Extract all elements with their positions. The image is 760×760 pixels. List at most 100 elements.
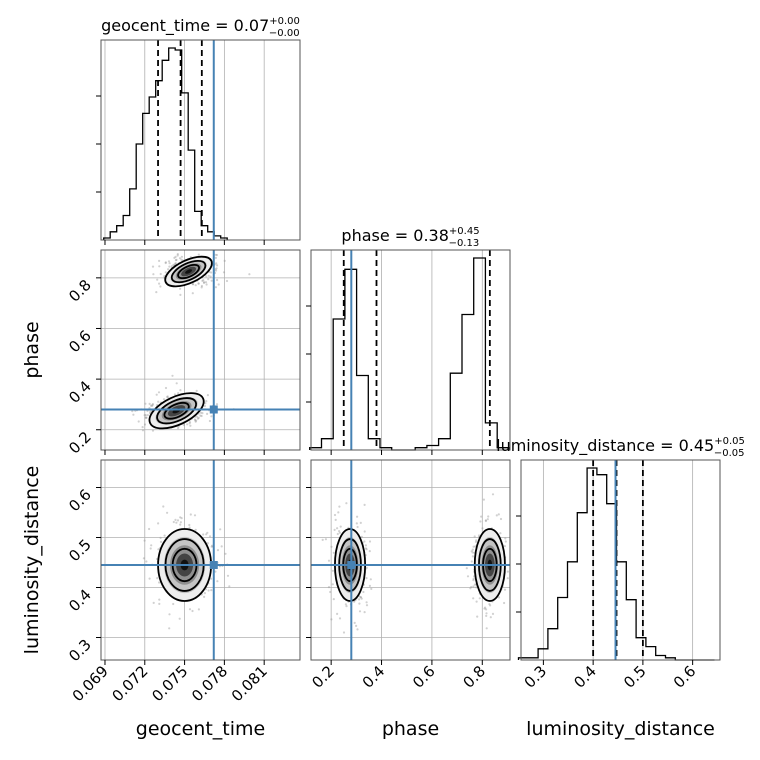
sample-point xyxy=(199,414,202,417)
sample-point xyxy=(210,545,213,548)
sample-point xyxy=(215,269,218,272)
sample-point xyxy=(481,527,484,530)
contour-line xyxy=(148,392,205,430)
sample-point xyxy=(194,419,197,422)
sample-point xyxy=(363,503,366,506)
sample-point xyxy=(472,579,475,582)
sample-point xyxy=(197,608,200,611)
panel-frame xyxy=(100,459,301,661)
panel-frame xyxy=(100,249,301,451)
sample-point xyxy=(216,264,219,267)
panel-frame xyxy=(520,459,721,661)
sample-point xyxy=(178,617,181,620)
sample-point xyxy=(207,589,210,592)
sample-point xyxy=(483,607,486,610)
sample-point xyxy=(369,578,372,581)
sample-point xyxy=(465,567,468,570)
sample-point xyxy=(225,279,229,283)
sample-point xyxy=(179,521,182,524)
sample-point xyxy=(223,259,226,262)
sample-point xyxy=(365,601,368,604)
sample-point xyxy=(196,415,199,418)
sample-point xyxy=(179,389,182,392)
sample-point xyxy=(485,627,488,630)
sample-point xyxy=(158,282,161,285)
sample-point xyxy=(321,538,324,542)
sample-point xyxy=(466,575,470,578)
sample-point xyxy=(248,273,251,276)
y-tick-label: 0.4 xyxy=(65,377,95,407)
truth-marker xyxy=(209,405,218,414)
sample-point xyxy=(145,416,148,419)
sample-point xyxy=(215,262,218,265)
sample-point xyxy=(210,589,213,592)
sample-point xyxy=(174,262,177,265)
sample-point xyxy=(499,517,503,521)
sample-point xyxy=(146,414,149,417)
sample-point xyxy=(327,559,331,562)
sample-point xyxy=(497,596,501,599)
sample-point xyxy=(489,616,492,619)
sample-point xyxy=(368,550,371,553)
sample-point xyxy=(359,521,362,525)
sample-point xyxy=(149,547,152,550)
sample-point xyxy=(175,521,178,524)
sample-point xyxy=(197,282,200,285)
x-tick-label: 0.075 xyxy=(148,662,191,705)
sample-point xyxy=(174,518,177,522)
sample-point xyxy=(476,615,479,618)
sample-point xyxy=(210,271,213,274)
sample-point xyxy=(180,517,183,520)
x-tick-label: 0.8 xyxy=(460,662,490,692)
sample-point xyxy=(150,544,153,547)
sample-point xyxy=(360,597,363,600)
sample-point xyxy=(478,597,481,600)
sample-point xyxy=(482,498,485,501)
sample-point xyxy=(216,549,220,552)
sample-point xyxy=(489,604,492,607)
sample-point xyxy=(324,538,327,541)
sample-point xyxy=(168,613,171,616)
sample-point xyxy=(162,505,165,508)
sample-point xyxy=(222,271,226,274)
sample-point xyxy=(200,414,203,418)
y-tick-label: 0.4 xyxy=(65,586,95,616)
sample-point xyxy=(206,531,209,534)
sample-point xyxy=(204,281,208,284)
contour-line xyxy=(163,401,190,420)
sample-point xyxy=(178,257,182,260)
sample-point xyxy=(210,577,213,580)
title-phase: phase = 0.38+0.45 −0.13 xyxy=(341,226,479,249)
sample-point xyxy=(503,588,507,591)
sample-point xyxy=(148,577,151,580)
y-axis-label-phase: phase xyxy=(21,321,43,378)
sample-point xyxy=(211,544,214,547)
sample-point xyxy=(504,537,507,540)
truth-marker xyxy=(347,561,356,569)
sample-point xyxy=(193,418,196,421)
sample-point xyxy=(470,585,473,589)
sample-point xyxy=(488,603,491,606)
sample-point xyxy=(144,402,147,405)
sample-point xyxy=(504,540,507,543)
sample-point xyxy=(206,394,209,397)
sample-point xyxy=(228,585,231,588)
sample-point xyxy=(344,603,347,606)
sample-point xyxy=(174,262,177,265)
sample-point xyxy=(487,515,490,518)
x-tick-label: 0.6 xyxy=(409,662,439,692)
sample-point xyxy=(174,255,177,258)
sample-point xyxy=(203,404,206,408)
sample-point xyxy=(368,540,372,543)
x-tick-label: 0.069 xyxy=(69,662,112,705)
sample-point xyxy=(359,596,362,599)
sample-point xyxy=(164,386,168,390)
sample-point xyxy=(484,606,487,609)
sample-point xyxy=(159,272,162,276)
x-tick-label: 0.072 xyxy=(109,662,152,705)
sample-point xyxy=(214,286,217,289)
sample-point xyxy=(477,534,481,537)
sample-point xyxy=(186,423,189,426)
sample-point xyxy=(208,535,212,538)
sample-point xyxy=(156,278,159,281)
